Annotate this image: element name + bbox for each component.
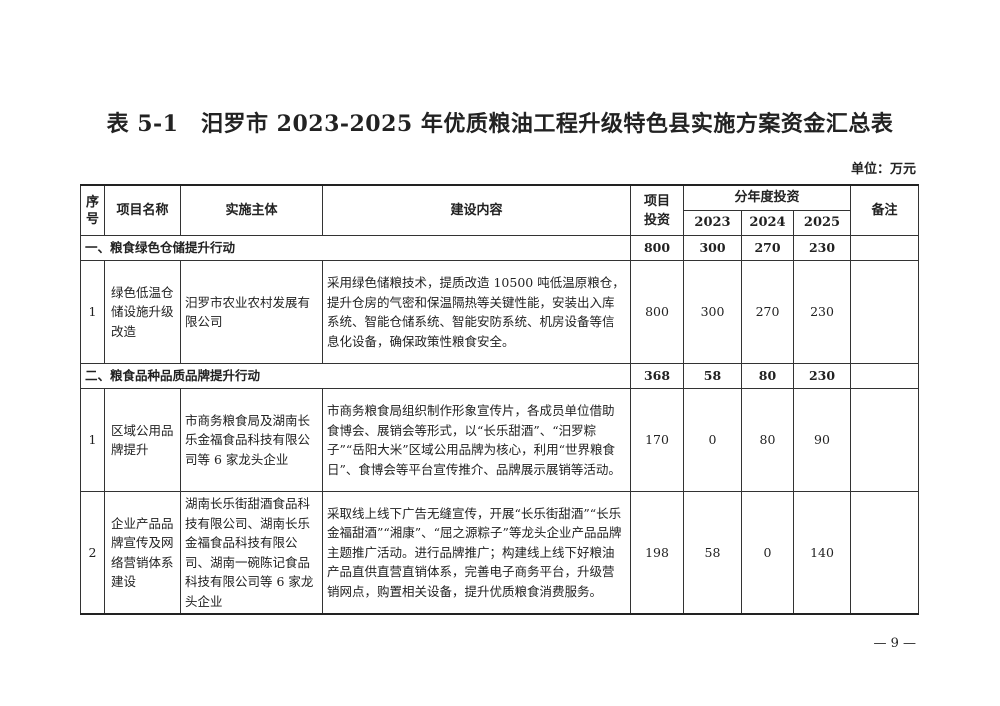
row-content: 采取线上线下广告无缝宣传，开展“长乐街甜酒”“长乐金福甜酒”“湘康”、“屈之源粽… bbox=[322, 491, 631, 615]
row-2023: 300 bbox=[683, 260, 742, 364]
funding-summary-table: 序号 项目名称 实施主体 建设内容 项目投资 分年度投资 备注 2023 202… bbox=[80, 184, 919, 615]
row-invest: 170 bbox=[630, 388, 684, 492]
row-name: 绿色低温仓储设施升级改造 bbox=[104, 260, 181, 364]
row-entity: 汨罗市农业农村发展有限公司 bbox=[180, 260, 323, 364]
row-entity: 湖南长乐街甜酒食品科技有限公司、湖南长乐金福食品科技有限公司、湖南一碗陈记食品科… bbox=[180, 491, 323, 615]
row-2025: 230 bbox=[793, 260, 851, 364]
row-content: 采用绿色储粮技术，提质改造 10500 吨低温原粮仓，提升仓房的气密和保温隔热等… bbox=[322, 260, 631, 364]
row-name: 区域公用品牌提升 bbox=[104, 388, 181, 492]
header-seq: 序号 bbox=[80, 184, 105, 236]
row-note bbox=[850, 260, 919, 364]
section-2024: 80 bbox=[741, 363, 794, 389]
section-2023: 58 bbox=[683, 363, 742, 389]
header-invest: 项目投资 bbox=[630, 184, 684, 236]
row-seq: 2 bbox=[80, 491, 105, 615]
page-number: — 9 — bbox=[873, 636, 916, 651]
row-2024: 270 bbox=[741, 260, 794, 364]
section-2025: 230 bbox=[793, 235, 851, 261]
row-note bbox=[850, 388, 919, 492]
row-entity: 市商务粮食局及湖南长乐金福食品科技有限公司等 6 家龙头企业 bbox=[180, 388, 323, 492]
header-2023: 2023 bbox=[683, 210, 742, 236]
table-row: 1 区域公用品牌提升 市商务粮食局及湖南长乐金福食品科技有限公司等 6 家龙头企… bbox=[80, 388, 919, 492]
table-row: 1 绿色低温仓储设施升级改造 汨罗市农业农村发展有限公司 采用绿色储粮技术，提质… bbox=[80, 260, 919, 364]
row-invest: 800 bbox=[630, 260, 684, 364]
header-name: 项目名称 bbox=[104, 184, 181, 236]
row-2024: 0 bbox=[741, 491, 794, 615]
row-name: 企业产品品牌宣传及网络营销体系建设 bbox=[104, 491, 181, 615]
section-invest: 368 bbox=[630, 363, 684, 389]
header-2025: 2025 bbox=[793, 210, 851, 236]
header-note: 备注 bbox=[850, 184, 919, 236]
row-2025: 140 bbox=[793, 491, 851, 615]
section-row: 一、粮食绿色仓储提升行动 800 300 270 230 bbox=[80, 235, 919, 261]
row-2023: 58 bbox=[683, 491, 742, 615]
section-note bbox=[850, 363, 919, 389]
section-row: 二、粮食品种品质品牌提升行动 368 58 80 230 bbox=[80, 363, 919, 389]
section-note bbox=[850, 235, 919, 261]
row-2023: 0 bbox=[683, 388, 742, 492]
row-2025: 90 bbox=[793, 388, 851, 492]
header-2024: 2024 bbox=[741, 210, 794, 236]
header-entity: 实施主体 bbox=[180, 184, 323, 236]
header-yearly: 分年度投资 bbox=[683, 184, 851, 211]
row-seq: 1 bbox=[80, 260, 105, 364]
row-invest: 198 bbox=[630, 491, 684, 615]
row-seq: 1 bbox=[80, 388, 105, 492]
row-2024: 80 bbox=[741, 388, 794, 492]
unit-label: 单位：万元 bbox=[850, 162, 916, 177]
row-note bbox=[850, 491, 919, 615]
section-2023: 300 bbox=[683, 235, 742, 261]
section-title: 一、粮食绿色仓储提升行动 bbox=[80, 235, 631, 261]
section-invest: 800 bbox=[630, 235, 684, 261]
header-content: 建设内容 bbox=[322, 184, 631, 236]
table-row: 2 企业产品品牌宣传及网络营销体系建设 湖南长乐街甜酒食品科技有限公司、湖南长乐… bbox=[80, 491, 919, 615]
section-2025: 230 bbox=[793, 363, 851, 389]
table-title: 表 5-1 汨罗市 2023-2025 年优质粮油工程升级特色县实施方案资金汇总… bbox=[106, 111, 894, 137]
section-title: 二、粮食品种品质品牌提升行动 bbox=[80, 363, 631, 389]
section-2024: 270 bbox=[741, 235, 794, 261]
row-content: 市商务粮食局组织制作形象宣传片，各成员单位借助食博会、展销会等形式，以“长乐甜酒… bbox=[322, 388, 631, 492]
